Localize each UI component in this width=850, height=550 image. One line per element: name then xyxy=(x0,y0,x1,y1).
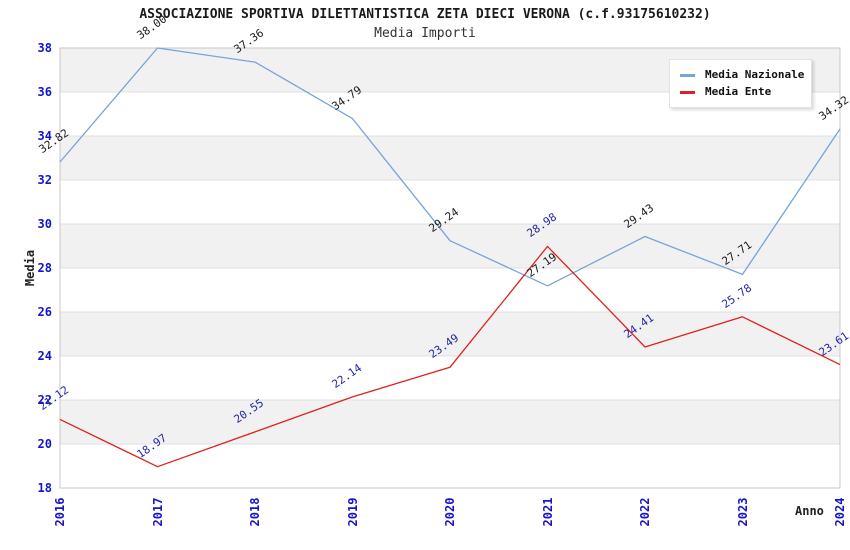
y-tick-label: 28 xyxy=(37,261,52,275)
y-tick-label: 20 xyxy=(37,437,52,451)
series-line-media-nazionale xyxy=(59,47,841,287)
legend-line-marker-blue xyxy=(680,73,695,77)
x-tick-label: 2024 xyxy=(833,497,847,527)
grid-band xyxy=(60,400,840,444)
x-tick-label: 2016 xyxy=(53,497,67,527)
legend-label: Media Ente xyxy=(705,85,772,98)
legend-line-marker-red xyxy=(680,90,695,94)
x-tick-label: 2023 xyxy=(735,497,750,527)
grid-band xyxy=(60,136,840,180)
x-tick-label: 2017 xyxy=(150,497,165,527)
grid-band xyxy=(60,224,840,268)
y-tick-label: 24 xyxy=(37,349,52,363)
y-tick-label: 36 xyxy=(37,85,52,99)
y-tick-label: 30 xyxy=(37,217,52,231)
x-tick-label: 2021 xyxy=(540,497,555,527)
x-tick-label: 2018 xyxy=(248,497,262,527)
y-axis-title: Media xyxy=(23,249,37,287)
y-tick-label: 18 xyxy=(37,481,52,495)
x-tick-label: 2022 xyxy=(638,497,652,527)
legend-item-media-ente: Media Ente xyxy=(680,84,811,100)
legend-item-media-nazionale: Media Nazionale xyxy=(680,67,811,83)
x-axis-title: Anno xyxy=(795,504,824,518)
y-tick-label: 38 xyxy=(37,41,52,55)
x-tick-label: 2019 xyxy=(345,497,360,527)
y-tick-label: 22 xyxy=(37,393,52,407)
chart-subtitle: Media Importi xyxy=(374,26,476,41)
chart-title: ASSOCIAZIONE SPORTIVA DILETTANTISTICA ZE… xyxy=(139,7,711,22)
y-tick-label: 32 xyxy=(37,173,52,187)
legend-label: Media Nazionale xyxy=(705,68,805,81)
series-line-media-ente xyxy=(59,245,841,468)
y-tick-label: 34 xyxy=(37,129,52,143)
legend: Media Nazionale Media Ente xyxy=(669,59,812,108)
x-tick-label: 2020 xyxy=(443,497,457,527)
plot-frame xyxy=(59,47,841,489)
y-tick-label: 26 xyxy=(37,305,52,319)
grid-band xyxy=(60,312,840,356)
